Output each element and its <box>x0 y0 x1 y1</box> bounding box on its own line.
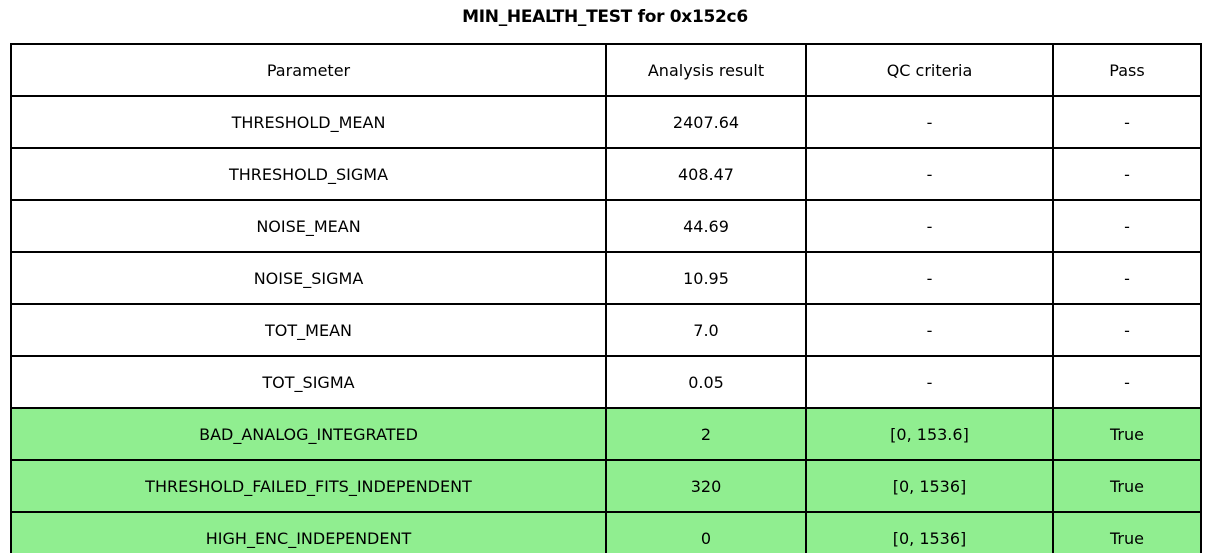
cell-analysis-result: 0.05 <box>605 355 807 409</box>
table-row: TOT_MEAN 7.0- - <box>10 303 1202 357</box>
table-row: THRESHOLD_FAILED_FITS_INDEPENDENT 320 [0, … <box>10 459 1202 513</box>
cell-qc-criteria: - <box>805 95 1054 149</box>
cell-pass: - <box>1052 303 1202 357</box>
column-header-qc-criteria: QC criteria <box>805 43 1054 97</box>
cell-pass: - <box>1052 147 1202 201</box>
cell-qc-criteria: [0, 1536] <box>805 511 1054 553</box>
cell-analysis-result: 0 <box>605 511 807 553</box>
cell-parameter: TOT_MEAN <box>10 303 607 357</box>
cell-parameter: THRESHOLD_FAILED_FITS_INDEPENDENT <box>10 459 607 513</box>
cell-pass: True <box>1052 459 1202 513</box>
cell-qc-criteria: - <box>805 199 1054 253</box>
cell-analysis-result: 44.69 <box>605 199 807 253</box>
cell-pass: - <box>1052 95 1202 149</box>
table-row: NOISE_SIGMA 10.95- - <box>10 251 1202 305</box>
table-row: BAD_ANALOG_INTEGRATED 2 [0, 153.6] True <box>10 407 1202 461</box>
cell-qc-criteria: - <box>805 251 1054 305</box>
cell-parameter: NOISE_SIGMA <box>10 251 607 305</box>
table-row: THRESHOLD_MEAN 2407.64- - <box>10 95 1202 149</box>
cell-qc-criteria: [0, 1536] <box>805 459 1054 513</box>
cell-parameter: TOT_SIGMA <box>10 355 607 409</box>
cell-parameter: HIGH_ENC_INDEPENDENT <box>10 511 607 553</box>
cell-pass: True <box>1052 511 1202 553</box>
cell-analysis-result: 2 <box>605 407 807 461</box>
cell-analysis-result: 2407.64 <box>605 95 807 149</box>
cell-pass: - <box>1052 251 1202 305</box>
cell-analysis-result: 10.95 <box>605 251 807 305</box>
cell-parameter: BAD_ANALOG_INTEGRATED <box>10 407 607 461</box>
table-row: NOISE_MEAN 44.69- - <box>10 199 1202 253</box>
page-title: MIN_HEALTH_TEST for 0x152c6 <box>462 7 748 27</box>
column-header-analysis-result: Analysis result <box>605 43 807 97</box>
table-row: TOT_SIGMA 0.05- - <box>10 355 1202 409</box>
cell-analysis-result: 320 <box>605 459 807 513</box>
column-header-parameter: Parameter <box>10 43 607 97</box>
column-header-pass: Pass <box>1052 43 1202 97</box>
cell-parameter: THRESHOLD_MEAN <box>10 95 607 149</box>
cell-qc-criteria: - <box>805 355 1054 409</box>
cell-analysis-result: 408.47 <box>605 147 807 201</box>
header-row: Parameter Analysis result QC criteria Pa… <box>10 43 1202 97</box>
cell-qc-criteria: [0, 153.6] <box>805 407 1054 461</box>
cell-pass: True <box>1052 407 1202 461</box>
health-test-table: Parameter Analysis result QC criteria Pa… <box>10 43 1202 553</box>
cell-analysis-result: 7.0 <box>605 303 807 357</box>
cell-qc-criteria: - <box>805 147 1054 201</box>
cell-pass: - <box>1052 355 1202 409</box>
cell-parameter: THRESHOLD_SIGMA <box>10 147 607 201</box>
cell-qc-criteria: - <box>805 303 1054 357</box>
table-row: HIGH_ENC_INDEPENDENT 0 [0, 1536] True <box>10 511 1202 553</box>
cell-pass: - <box>1052 199 1202 253</box>
table-row: THRESHOLD_SIGMA 408.47- - <box>10 147 1202 201</box>
cell-parameter: NOISE_MEAN <box>10 199 607 253</box>
